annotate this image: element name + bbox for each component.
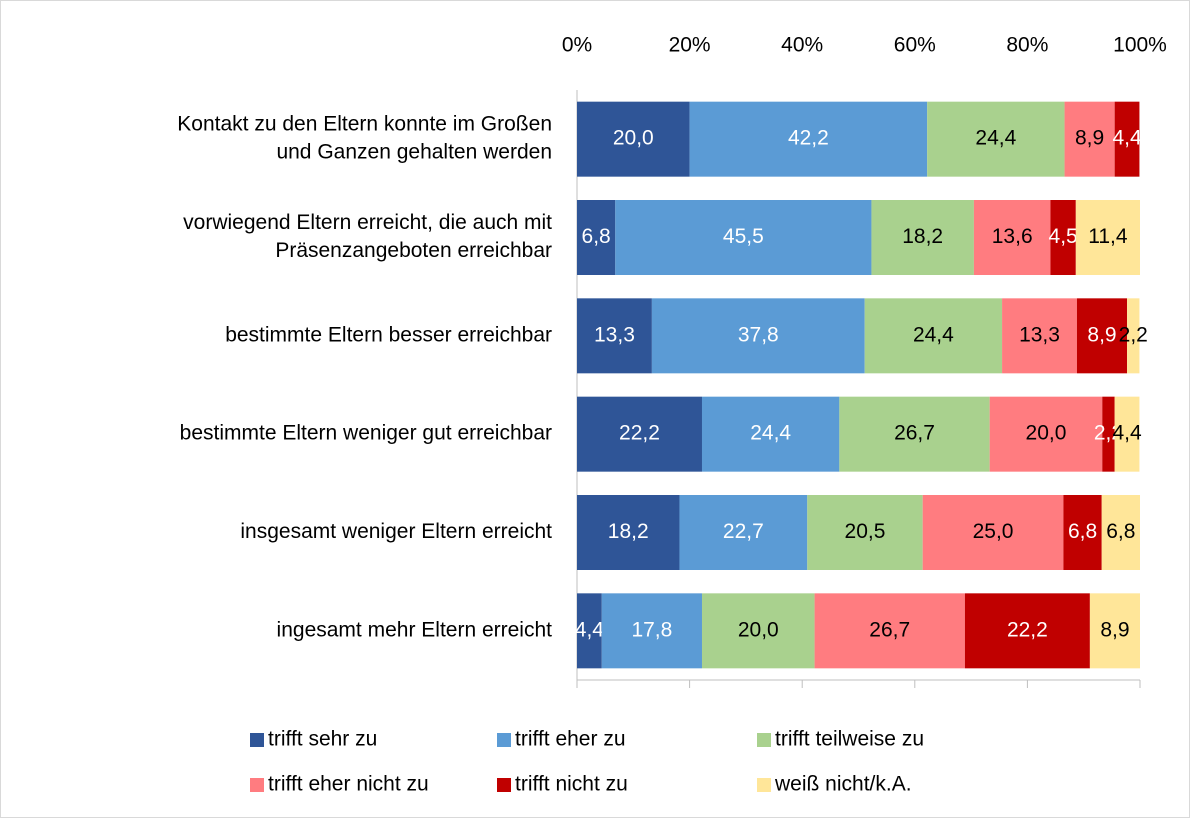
bar-segment [839,396,990,472]
bar-segment [577,200,616,275]
data-label: 45,5 [723,225,764,248]
legend-swatch [757,733,771,747]
category-label: insgesamt weniger Eltern erreicht [240,520,552,543]
data-label: 22,7 [723,520,764,543]
bar-segment [1076,298,1128,374]
data-label: 4,4 [1112,127,1142,150]
category-label: vorwiegend Eltern erreicht, die auch mit [183,211,552,234]
data-label: 8,9 [1100,618,1129,641]
data-label: 8,9 [1087,323,1116,346]
data-label: 6,8 [582,225,611,248]
data-label: 26,7 [894,422,935,445]
bar-segment [577,495,680,570]
legend-swatch [250,733,264,747]
data-label: 2,2 [1119,323,1148,346]
legend-swatch [250,778,264,792]
data-label: 25,0 [973,520,1014,543]
legend-label: weiß nicht/k.A. [774,773,912,796]
legend-label: trifft sehr zu [268,728,377,751]
bar-segment [689,101,928,177]
bar-segment [814,593,965,669]
data-label: 20,0 [613,127,654,150]
legend-label: trifft eher zu [515,728,626,751]
bar-segment [577,396,702,472]
bar-segment [651,298,865,374]
bar-segment [601,593,702,669]
category-label: Präsenzangeboten erreichbar [275,239,552,262]
bar-segment [871,200,974,275]
bar-segment [577,593,602,669]
bar-segment [1101,495,1140,570]
bar-segment [1102,396,1115,472]
bar-segment [1114,101,1140,177]
data-label: 8,9 [1075,127,1104,150]
bar-segment [973,200,1051,275]
data-label: 4,4 [1112,422,1142,445]
bar-segment [577,298,652,374]
data-label: 6,8 [1106,520,1135,543]
data-label: 4,4 [575,618,605,641]
legend-swatch [757,778,771,792]
data-label: 24,4 [750,422,791,445]
x-tick-label: 0% [562,34,592,57]
x-tick-label: 100% [1113,34,1167,57]
data-label: 4,5 [1049,225,1078,248]
data-label: 22,2 [619,422,660,445]
data-label: 18,2 [608,520,649,543]
bar-segment [927,101,1065,177]
data-label: 13,3 [1019,323,1060,346]
bar-segment [701,396,840,472]
bar-segment [615,200,872,275]
bar-segment [922,495,1064,570]
bar-segment [807,495,923,570]
data-label: 13,6 [992,225,1033,248]
bar-segment [1050,200,1076,275]
bar-segment [864,298,1003,374]
data-label: 37,8 [738,323,779,346]
legend-swatch [497,733,511,747]
category-label: bestimmte Eltern weniger gut erreichbar [180,422,552,445]
bar-segment [964,593,1090,669]
category-label: Kontakt zu den Eltern konnte im Großen [177,113,552,136]
category-label: ingesamt mehr Eltern erreicht [277,618,553,641]
x-tick-label: 60% [894,34,936,57]
category-label: bestimmte Eltern besser erreichbar [225,323,552,346]
legend-swatch [497,778,511,792]
x-tick-label: 20% [669,34,711,57]
data-label: 26,7 [869,618,910,641]
bar-segment [577,101,690,177]
bar-segment [989,396,1103,472]
bar-segment [679,495,808,570]
data-label: 20,5 [845,520,886,543]
legend-label: trifft teilweise zu [775,728,924,751]
x-tick-label: 80% [1006,34,1048,57]
data-label: 22,2 [1007,618,1048,641]
bar-segment [1114,396,1140,472]
x-tick-label: 40% [781,34,823,57]
data-label: 18,2 [902,225,943,248]
bar-segment [1075,200,1140,275]
data-label: 24,4 [913,323,954,346]
bar-segment [1089,593,1140,669]
bar-segment [1064,101,1115,177]
data-label: 13,3 [594,323,635,346]
bar-segment [701,593,815,669]
data-label: 24,4 [975,127,1016,150]
bar-segment [1063,495,1102,570]
data-label: 20,0 [1026,422,1067,445]
data-label: 42,2 [788,127,829,150]
data-label: 17,8 [631,618,672,641]
category-label: und Ganzen gehalten werden [276,141,552,164]
legend-label: trifft eher nicht zu [268,773,429,796]
bar-segment [1002,298,1077,374]
data-label: 11,4 [1088,225,1128,248]
bar-segment [1127,298,1140,374]
data-label: 20,0 [738,618,779,641]
legend-label: trifft nicht zu [515,773,628,796]
data-label: 6,8 [1068,520,1097,543]
